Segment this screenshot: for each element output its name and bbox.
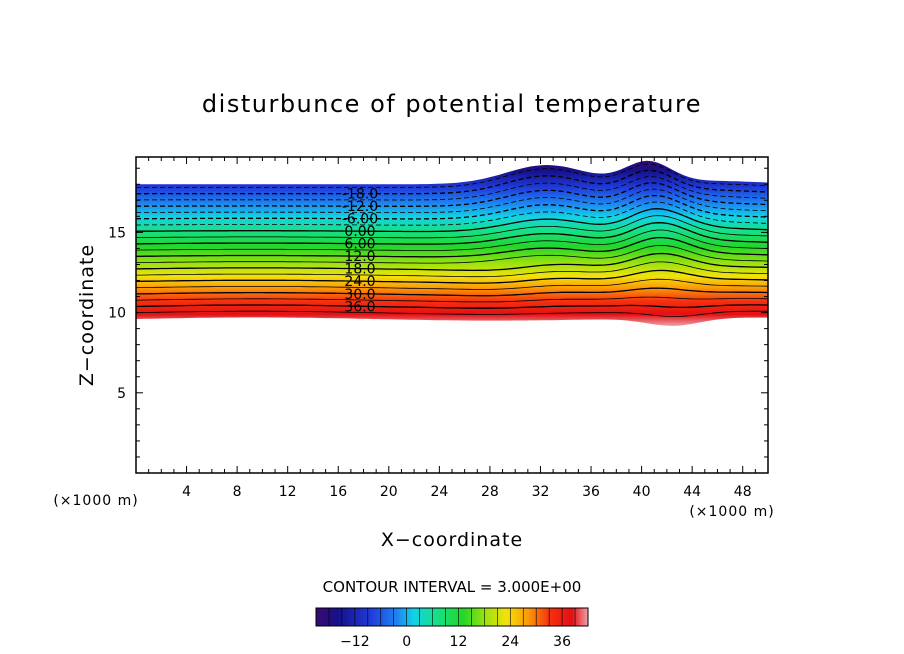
colorbar-tick-label: 0 [402, 634, 411, 650]
y-axis-ticks: 5 10 15 [108, 167, 768, 458]
x-tick-label: 24 [430, 484, 448, 500]
contour-label: 0.00 [344, 224, 375, 240]
contour-line [136, 304, 768, 309]
x-axis-ticks: 4 8 12 16 20 24 28 32 36 40 44 48 [148, 157, 756, 500]
contour-label: 24.0 [344, 274, 375, 290]
y-tick-label: 10 [108, 306, 126, 322]
y-tick-label: 5 [117, 386, 126, 402]
contour-line [136, 229, 768, 251]
x-tick-label: 28 [481, 484, 499, 500]
contour-line [136, 201, 768, 226]
x-tick-label: 8 [233, 484, 242, 500]
contour-line [136, 176, 768, 201]
x-tick-label: 32 [532, 484, 550, 500]
contour-label: 18.0 [344, 262, 375, 278]
contour-label: 36.0 [344, 299, 375, 315]
x-tick-label: 4 [182, 484, 191, 500]
contour-label: 30.0 [344, 287, 375, 303]
contour-line [136, 252, 768, 272]
contour-lines [136, 163, 768, 317]
x-tick-label: 20 [380, 484, 398, 500]
contour-line [136, 236, 768, 258]
contour-line [136, 163, 768, 188]
contour-line [136, 244, 768, 264]
contour-line [136, 208, 768, 233]
colorbar-tick-label: 12 [450, 634, 468, 650]
y-tick-label: 15 [108, 225, 126, 241]
chart-title: disturbunce of potential temperature [202, 90, 702, 118]
contour-line [136, 261, 768, 278]
contour-label-layer: -18.0-12.0-6.000.006.0012.018.024.030.03… [342, 187, 378, 316]
x-tick-label: 36 [582, 484, 600, 500]
contour-line [136, 194, 768, 220]
x-tick-label: 16 [329, 484, 347, 500]
contour-line [136, 310, 768, 317]
contour-line [136, 287, 768, 297]
contour-line [136, 222, 768, 245]
contour-line [136, 296, 768, 303]
colorbar [315, 607, 589, 627]
x-tick-label: 40 [633, 484, 651, 500]
contour-line [136, 188, 768, 213]
colorbar-tick-label: 24 [501, 634, 519, 650]
contour-label: -12.0 [342, 199, 378, 215]
contour-label: 12.0 [344, 249, 375, 265]
x-tick-label: 44 [683, 484, 701, 500]
contour-label: 6.00 [344, 237, 375, 253]
colorbar-tick-label: −12 [340, 634, 370, 650]
y-axis-label: Z−coordinate [76, 244, 98, 386]
contour-line [136, 169, 768, 195]
x-tick-label: 48 [734, 484, 752, 500]
x-tick-label: 12 [279, 484, 297, 500]
contour-line [136, 182, 768, 207]
colorbar-ticks: −12 0 12 24 36 [315, 608, 589, 650]
contour-label: -6.00 [342, 212, 378, 228]
colorbar-tick-label: 36 [553, 634, 571, 650]
contour-line [136, 215, 768, 239]
contour-interval-label: CONTOUR INTERVAL = 3.000E+00 [323, 578, 582, 596]
contour-line [136, 278, 768, 290]
contour-area [136, 160, 768, 326]
x-unit-left: (×1000 m) [53, 493, 138, 509]
contour-label: -18.0 [342, 187, 378, 203]
x-unit-right: (×1000 m) [689, 504, 774, 520]
x-axis-label: X−coordinate [381, 529, 523, 551]
contour-line [136, 269, 768, 284]
